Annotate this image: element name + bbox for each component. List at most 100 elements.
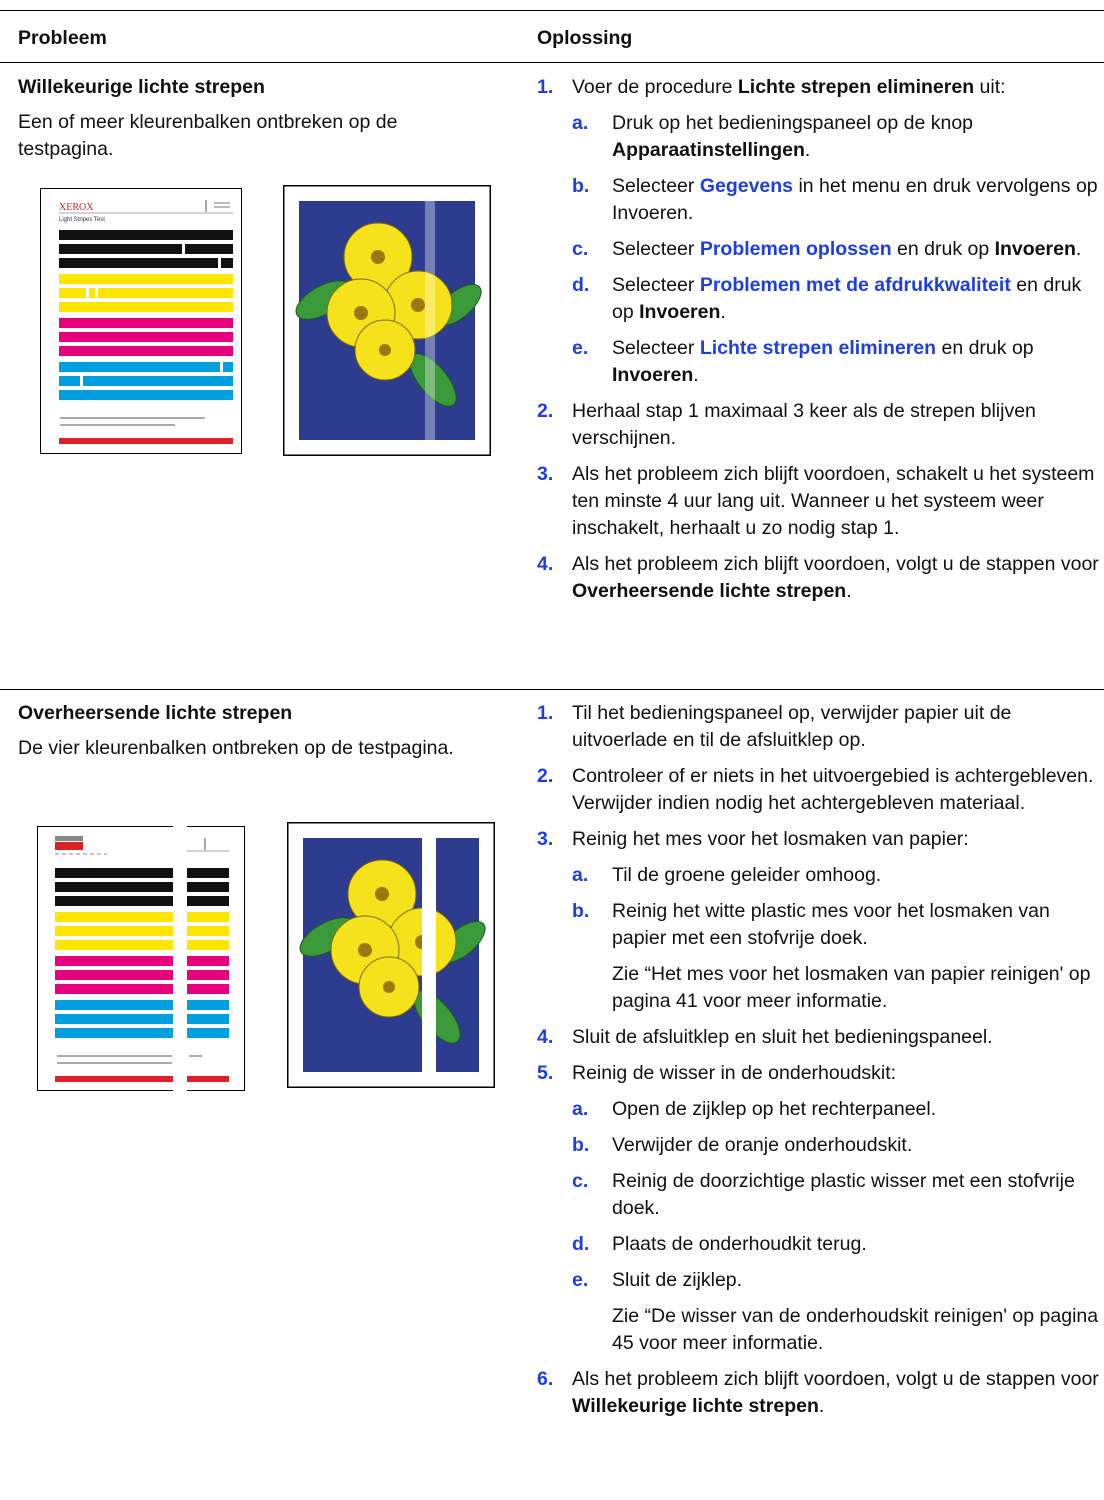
header-problem: Probleem	[18, 27, 107, 49]
substep: a. Open de zijklep op het rechterpaneel.	[572, 1096, 1104, 1123]
test-page-logo: XEROX	[59, 202, 94, 213]
substep-text: Selecteer Problemen oplossen en druk op …	[612, 236, 1104, 263]
substep-letter: b.	[572, 175, 590, 197]
substep: b. Verwijder de oranje onderhoudskit.	[572, 1132, 1104, 1159]
text-run: Reinig het mes voor het losmaken van pap…	[572, 828, 969, 850]
bold-text: Lichte strepen elimineren	[737, 76, 975, 98]
text-run: Selecteer	[612, 274, 700, 296]
test-page-illustration: XEROX Light Stripes Test	[40, 188, 242, 454]
step: 3. Als het probleem zich blijft voordoen,…	[537, 461, 1104, 542]
text-run: .	[1075, 238, 1082, 260]
link-text: Gegevens	[699, 175, 794, 197]
substep: c. Selecteer Problemen oplossen en druk o…	[572, 236, 1104, 263]
text-run: Reinig de wisser in de onderhoudskit:	[572, 1062, 897, 1084]
text-run: Verwijder de oranje onderhoudskit.	[612, 1134, 913, 1156]
row-rule	[0, 689, 1104, 690]
step-note: Zie “Het mes voor het losmaken van papie…	[612, 963, 1091, 1012]
substep-text: Selecteer Lichte strepen elimineren en d…	[612, 335, 1104, 389]
substep-text: Open de zijklep op het rechterpaneel.	[612, 1096, 1104, 1123]
substep: d. Selecteer Problemen met de afdrukkwali…	[572, 272, 1104, 326]
step-number: 2.	[537, 765, 554, 787]
substep-letter: c.	[572, 1170, 589, 1192]
substep-letter: a.	[572, 1098, 589, 1120]
step-text: Als het probleem zich blijft voordoen, s…	[572, 461, 1104, 542]
text-run: Sluit de afsluitklep en sluit het bedien…	[572, 1026, 993, 1048]
substep: e. Sluit de zijklep.	[572, 1267, 1104, 1294]
substep-text: Druk op het bedieningspaneel op de knop …	[612, 110, 1104, 164]
substep: a. Druk op het bedieningspaneel op de kno…	[572, 110, 1104, 164]
substep-letter: a.	[572, 112, 589, 134]
flower-page-illustration	[287, 822, 495, 1088]
substep-text: Plaats de onderhoudkit terug.	[612, 1231, 1104, 1258]
row: Willekeurige lichte strepen Een of meer …	[0, 64, 1104, 689]
problem-text: Een of meer kleurenbalken ontbreken op d…	[18, 111, 398, 160]
step-number: 1.	[537, 76, 554, 98]
solution-cell: 1. Til het bedieningspaneel op, verwijder…	[537, 700, 1104, 1429]
text-run: Open de zijklep op het rechterpaneel.	[612, 1098, 937, 1120]
step: 2. Controleer of er niets in het uitvoerg…	[537, 763, 1104, 817]
substep-text: Selecteer Problemen met de afdrukkwalite…	[612, 272, 1104, 326]
step: 4. Als het probleem zich blijft voordoen,…	[537, 551, 1104, 605]
text-run: Voer de procedure	[572, 76, 738, 98]
text-run: .	[693, 364, 699, 386]
step-text: Reinig het mes voor het losmaken van pap…	[572, 826, 1104, 853]
link-text: Problemen oplossen	[699, 238, 892, 260]
link-text: Problemen met de afdrukkwaliteit	[699, 274, 1011, 296]
solution-cell: 1. Voer de procedure Lichte strepen elimi…	[537, 74, 1104, 614]
step-text: Sluit de afsluitklep en sluit het bedien…	[572, 1024, 1104, 1051]
substep: b. Reinig het witte plastic mes voor het …	[572, 898, 1104, 952]
substep-letter: b.	[572, 900, 590, 922]
link-text: Lichte strepen elimineren	[699, 337, 937, 359]
step-text: Til het bedieningspaneel op, verwijder p…	[572, 700, 1104, 754]
text-run: Sluit de zijklep.	[612, 1269, 743, 1291]
text-run: Selecteer	[612, 175, 700, 197]
substep-letter: b.	[572, 1134, 590, 1156]
step-text: Controleer of er niets in het uitvoergeb…	[572, 763, 1104, 817]
step-text: Als het probleem zich blijft voordoen, v…	[572, 551, 1104, 605]
text-run: Controleer of er niets in het uitvoergeb…	[572, 765, 1094, 814]
substep-text: Selecteer Gegevens in het menu en druk v…	[612, 173, 1104, 227]
substep-text: Sluit de zijklep.	[612, 1267, 1104, 1294]
text-run: Til de groene geleider omhoog.	[612, 864, 882, 886]
step: 3. Reinig het mes voor het losmaken van p…	[537, 826, 1104, 1015]
text-run: in het menu en druk vervolgens op Invoer…	[612, 175, 1098, 224]
substep-letter: e.	[572, 1269, 589, 1291]
substep-letter: d.	[572, 274, 590, 296]
problem-cell: Overheersende lichte strepen De vier kle…	[18, 700, 468, 762]
substep: d. Plaats de onderhoudkit terug.	[572, 1231, 1104, 1258]
header-solution: Oplossing	[537, 27, 633, 49]
text-run: Druk op het bedieningspaneel op de knop	[612, 112, 974, 134]
text-run: Til het bedieningspaneel op, verwijder p…	[572, 702, 1012, 751]
text-run: Reinig de doorzichtige plastic wisser me…	[612, 1170, 1075, 1219]
text-run: .	[804, 139, 811, 161]
bold-text: Overheersende lichte strepen	[572, 580, 847, 602]
text-run: en druk op	[891, 238, 995, 260]
problem-text: De vier kleurenbalken ontbreken op de te…	[18, 737, 454, 759]
text-run: Als het probleem zich blijft voordoen, v…	[572, 1368, 1099, 1390]
text-run: .	[818, 1395, 825, 1417]
substep-text: Reinig de doorzichtige plastic wisser me…	[612, 1168, 1104, 1222]
substep-text: Reinig het witte plastic mes voor het lo…	[612, 898, 1104, 952]
step: 1. Til het bedieningspaneel op, verwijder…	[537, 700, 1104, 754]
step-text: Herhaal stap 1 maximaal 3 keer als de st…	[572, 398, 1104, 452]
problem-title: Overheersende lichte strepen	[18, 702, 293, 724]
text-run: Selecteer	[612, 238, 700, 260]
substep: e. Selecteer Lichte strepen elimineren en…	[572, 335, 1104, 389]
step-number: 6.	[537, 1368, 554, 1390]
step-number: 5.	[537, 1062, 554, 1084]
text-run: .	[846, 580, 852, 602]
step-number: 4.	[537, 553, 554, 575]
text-run: Reinig het witte plastic mes voor het lo…	[612, 900, 1050, 949]
text-run: en druk op	[936, 337, 1034, 359]
step-text: Reinig de wisser in de onderhoudskit:	[572, 1060, 1104, 1087]
substep: c. Reinig de doorzichtige plastic wisser …	[572, 1168, 1104, 1222]
test-page-title: Light Stripes Test	[59, 217, 105, 223]
substep: b. Selecteer Gegevens in het menu en druk…	[572, 173, 1104, 227]
bold-text: Invoeren	[639, 301, 721, 323]
step: 4. Sluit de afsluitklep en sluit het bedi…	[537, 1024, 1104, 1051]
top-rule	[0, 10, 1104, 11]
problem-cell: Willekeurige lichte strepen Een of meer …	[18, 74, 468, 163]
text-run: Selecteer	[612, 337, 700, 359]
step: 2. Herhaal stap 1 maximaal 3 keer als de …	[537, 398, 1104, 452]
step-number: 1.	[537, 702, 554, 724]
